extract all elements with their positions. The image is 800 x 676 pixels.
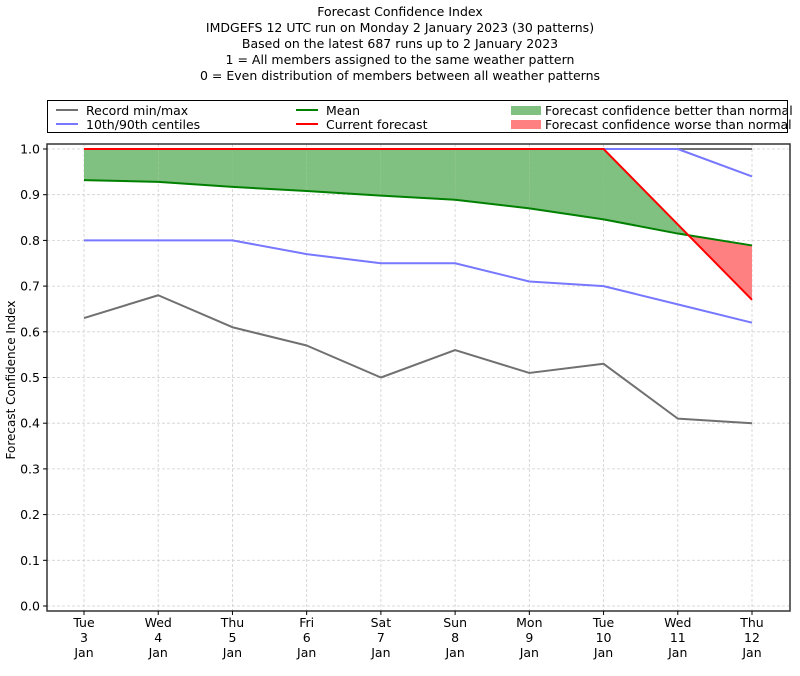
legend-label: 10th/90th centiles	[86, 116, 201, 132]
x-tick-label: Jan	[370, 645, 390, 660]
x-tick-label: 3	[80, 630, 88, 645]
legend-label: Current forecast	[326, 116, 428, 132]
fill-better-than-normal	[84, 149, 159, 182]
line-current-forecast	[84, 148, 753, 301]
chart-subtitle-line: 1 = All members assigned to the same wea…	[225, 52, 575, 67]
legend-swatch-record	[56, 109, 78, 111]
legend-label: Record min/max	[86, 102, 189, 118]
legend-swatch-worse	[511, 119, 541, 129]
x-tick-label: 12	[744, 630, 760, 645]
chart-title: Forecast Confidence Index	[317, 4, 483, 19]
y-tick-label: 0.6	[20, 324, 40, 339]
x-tick-label: Fri	[299, 615, 314, 630]
y-tick-label: 0.2	[20, 507, 40, 522]
legend-item-mean: Mean	[296, 102, 361, 118]
y-tick-label: 0.0	[20, 599, 40, 614]
x-tick-label: Wed	[145, 615, 172, 630]
x-tick-label: Tue	[72, 615, 95, 630]
y-tick-label: 0.8	[20, 233, 40, 248]
fill-better-than-normal	[306, 149, 381, 196]
x-tick-label: Jan	[222, 645, 242, 660]
legend-swatch-centiles	[56, 123, 78, 125]
y-tick-label: 1.0	[20, 142, 40, 157]
x-tick-label: 8	[451, 630, 459, 645]
x-tick-label: Sat	[371, 615, 392, 630]
x-tick-label: Jan	[741, 645, 761, 660]
fill-better-than-normal	[158, 149, 233, 187]
line-10th-centile	[84, 239, 753, 324]
x-tick-label: Thu	[739, 615, 763, 630]
legend-label: Forecast confidence worse than normal	[545, 116, 792, 132]
y-tick-label: 0.7	[20, 279, 40, 294]
legend-swatch-mean	[296, 109, 318, 111]
fill-better-than-normal	[380, 149, 456, 200]
y-tick-label: 0.4	[20, 416, 40, 431]
fill-better-than-normal	[455, 149, 530, 209]
x-tick-label: 11	[670, 630, 686, 645]
legend-item-worse: Forecast confidence worse than normal	[511, 116, 792, 132]
x-tick-label: Jan	[73, 645, 93, 660]
y-tick-label: 0.9	[20, 187, 40, 202]
legend-item-current: Current forecast	[296, 116, 428, 132]
chart-subtitle-line: 0 = Even distribution of members between…	[199, 68, 601, 83]
line-record-min	[83, 294, 753, 425]
y-tick-label: 0.5	[20, 370, 40, 385]
legend-swatch-better	[511, 105, 541, 115]
legend-swatch-current	[296, 123, 318, 125]
x-tick-label: Mon	[516, 615, 542, 630]
fill-better-than-normal	[603, 149, 678, 234]
x-tick-label: 9	[525, 630, 533, 645]
legend-item-record: Record min/max	[56, 102, 189, 118]
chart-subtitle-line: IMDGEFS 12 UTC run on Monday 2 January 2…	[205, 20, 595, 35]
x-tick-label: 4	[154, 630, 162, 645]
line-mean	[83, 179, 753, 247]
y-tick-label: 0.1	[20, 553, 40, 568]
x-tick-label: Thu	[220, 615, 244, 630]
legend-label: Mean	[326, 102, 361, 118]
fill-better-than-normal	[232, 149, 307, 192]
x-tick-label: 10	[596, 630, 612, 645]
x-tick-label: Jan	[519, 645, 539, 660]
x-tick-label: Jan	[296, 645, 316, 660]
y-tick-label: 0.3	[20, 461, 40, 476]
chart-subtitle-line: Based on the latest 687 runs up to 2 Jan…	[241, 36, 559, 51]
x-tick-label: Jan	[593, 645, 613, 660]
fill-better-than-normal	[529, 149, 604, 220]
x-tick-label: Wed	[664, 615, 691, 630]
legend-label: Forecast confidence better than normal	[545, 102, 793, 118]
x-tick-label: Sun	[443, 615, 467, 630]
legend-item-better: Forecast confidence better than normal	[511, 102, 793, 118]
x-tick-label: Jan	[444, 645, 464, 660]
legend-item-centiles: 10th/90th centiles	[56, 116, 201, 132]
chart-title-block: Forecast Confidence Index IMDGEFS 12 UTC…	[0, 4, 800, 84]
x-tick-label: Jan	[148, 645, 168, 660]
x-tick-label: 5	[228, 630, 236, 645]
x-tick-label: Jan	[667, 645, 687, 660]
chart-legend: Record min/max 10th/90th centiles Mean C…	[47, 100, 793, 133]
x-tick-label: 6	[303, 630, 311, 645]
x-tick-label: Tue	[592, 615, 615, 630]
x-tick-label: 7	[377, 630, 385, 645]
